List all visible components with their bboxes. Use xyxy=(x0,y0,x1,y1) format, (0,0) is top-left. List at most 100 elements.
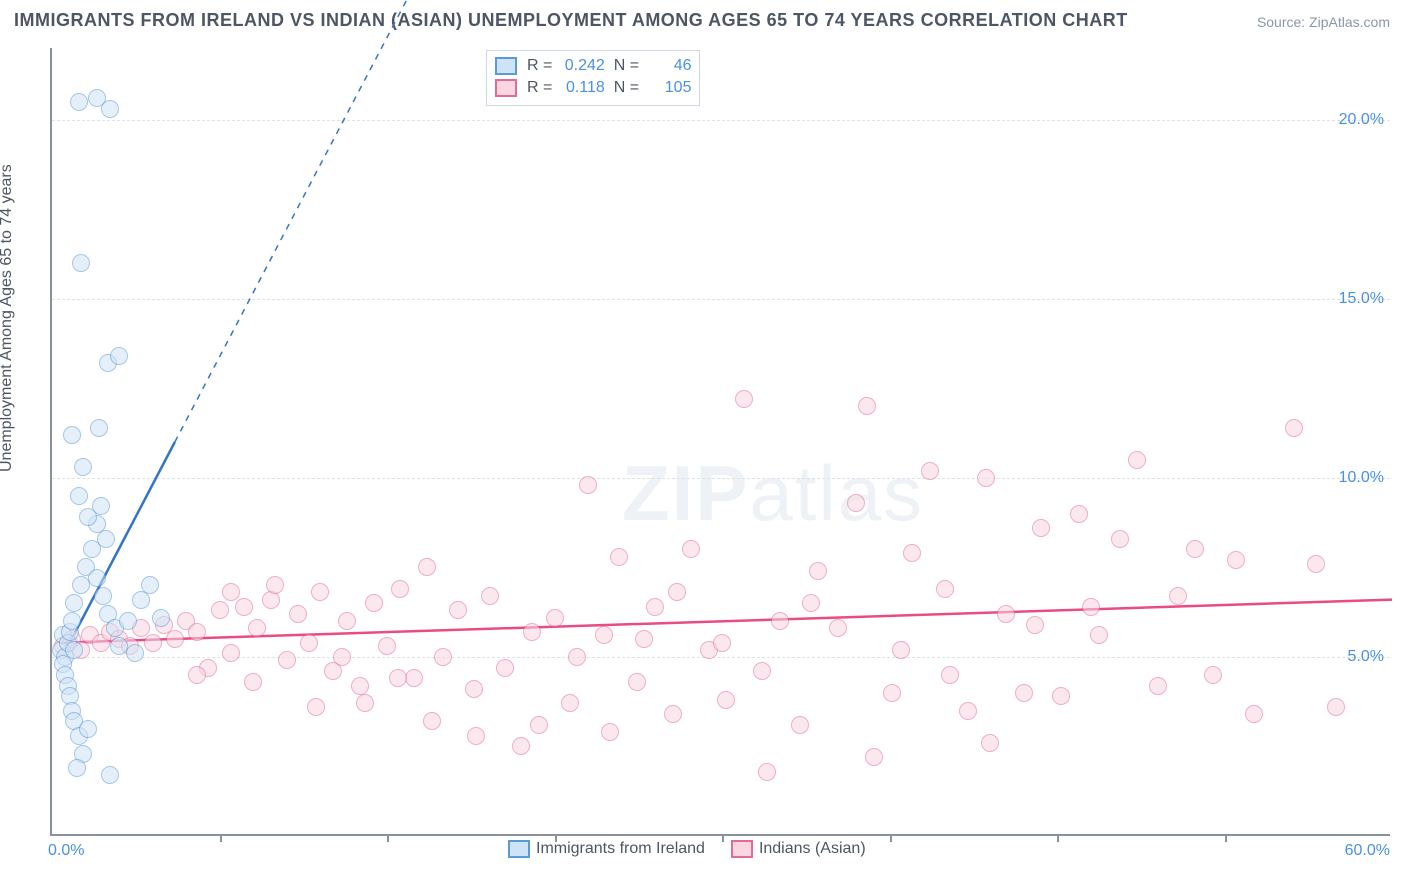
legend-label-series2: Indians (Asian) xyxy=(759,840,866,857)
source-citation: Source: ZipAtlas.com xyxy=(1257,14,1390,30)
data-point xyxy=(758,763,776,781)
legend-stats-series2: R = 0.118 N = 105 xyxy=(527,77,691,99)
data-point xyxy=(152,609,170,627)
data-point xyxy=(63,426,81,444)
data-point xyxy=(829,619,847,637)
data-point xyxy=(865,748,883,766)
data-point xyxy=(791,716,809,734)
data-point xyxy=(1090,626,1108,644)
source-value: ZipAtlas.com xyxy=(1309,14,1390,30)
data-point xyxy=(1082,598,1100,616)
gridline xyxy=(52,120,1390,121)
data-point xyxy=(1149,677,1167,695)
gridline xyxy=(52,299,1390,300)
legend-swatch-series2 xyxy=(495,79,517,97)
data-point xyxy=(595,626,613,644)
data-point xyxy=(1026,616,1044,634)
data-point xyxy=(717,691,735,709)
data-point xyxy=(802,594,820,612)
data-point xyxy=(79,508,97,526)
data-point xyxy=(79,720,97,738)
data-point xyxy=(88,569,106,587)
trend-lines xyxy=(52,48,1390,834)
data-point xyxy=(63,612,81,630)
data-point xyxy=(936,580,954,598)
data-point xyxy=(610,548,628,566)
data-point xyxy=(1245,705,1263,723)
data-point xyxy=(646,598,664,616)
data-point xyxy=(1204,666,1222,684)
x-max-label: 60.0% xyxy=(1345,842,1390,860)
data-point xyxy=(278,651,296,669)
series-legend: Immigrants from Ireland Indians (Asian) xyxy=(508,840,866,858)
data-point xyxy=(188,623,206,641)
y-tick-label: 10.0% xyxy=(1339,469,1384,487)
chart-title: IMMIGRANTS FROM IRELAND VS INDIAN (ASIAN… xyxy=(14,10,1128,31)
data-point xyxy=(997,605,1015,623)
data-point xyxy=(1327,698,1345,716)
data-point xyxy=(883,684,901,702)
data-point xyxy=(289,605,307,623)
data-point xyxy=(847,494,865,512)
data-point xyxy=(338,612,356,630)
data-point xyxy=(389,669,407,687)
data-point xyxy=(1227,551,1245,569)
data-point xyxy=(1032,519,1050,537)
data-point xyxy=(434,648,452,666)
data-point xyxy=(713,634,731,652)
data-point xyxy=(365,594,383,612)
data-point xyxy=(682,540,700,558)
data-point xyxy=(141,576,159,594)
data-point xyxy=(628,673,646,691)
data-point xyxy=(119,612,137,630)
gridline xyxy=(52,657,1390,658)
legend-row-series2: R = 0.118 N = 105 xyxy=(495,77,691,99)
data-point xyxy=(333,648,351,666)
data-point xyxy=(481,587,499,605)
data-point xyxy=(74,458,92,476)
data-point xyxy=(1285,419,1303,437)
source-prefix: Source: xyxy=(1257,14,1309,30)
data-point xyxy=(356,694,374,712)
data-point xyxy=(211,601,229,619)
data-point xyxy=(921,462,939,480)
data-point xyxy=(68,759,86,777)
data-point xyxy=(235,598,253,616)
y-tick-label: 20.0% xyxy=(1339,111,1384,129)
legend-swatch-series2-b xyxy=(731,840,753,858)
data-point xyxy=(771,612,789,630)
data-point xyxy=(1052,687,1070,705)
data-point xyxy=(981,734,999,752)
legend-item-series2: Indians (Asian) xyxy=(731,840,866,858)
data-point xyxy=(753,662,771,680)
data-point xyxy=(90,419,108,437)
data-point xyxy=(418,558,436,576)
correlation-legend: R = 0.242 N = 46 R = 0.118 N = 105 xyxy=(486,50,700,106)
data-point xyxy=(449,601,467,619)
data-point xyxy=(1186,540,1204,558)
data-point xyxy=(903,544,921,562)
data-point xyxy=(523,623,541,641)
data-point xyxy=(496,659,514,677)
data-point xyxy=(1307,555,1325,573)
data-point xyxy=(959,702,977,720)
data-point xyxy=(101,100,119,118)
data-point xyxy=(70,487,88,505)
data-point xyxy=(391,580,409,598)
data-point xyxy=(248,619,266,637)
data-point xyxy=(465,680,483,698)
data-point xyxy=(635,630,653,648)
legend-item-series1: Immigrants from Ireland xyxy=(508,840,705,858)
data-point xyxy=(1015,684,1033,702)
data-point xyxy=(423,712,441,730)
data-point xyxy=(244,673,262,691)
legend-label-series1: Immigrants from Ireland xyxy=(536,840,705,857)
data-point xyxy=(1169,587,1187,605)
data-point xyxy=(977,469,995,487)
data-point xyxy=(101,766,119,784)
y-axis-label: Unemployment Among Ages 65 to 74 years xyxy=(0,164,16,472)
data-point xyxy=(144,634,162,652)
data-point xyxy=(941,666,959,684)
data-point xyxy=(809,562,827,580)
data-point xyxy=(351,677,369,695)
